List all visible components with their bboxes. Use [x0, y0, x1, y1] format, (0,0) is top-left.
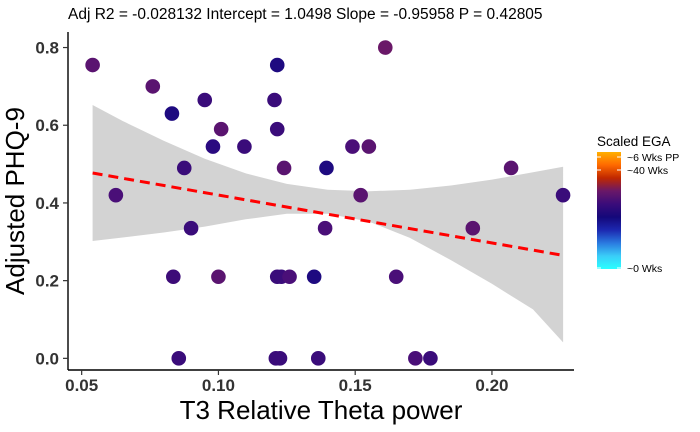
data-point [282, 269, 297, 285]
data-point [108, 187, 124, 203]
x-tick-label: 0.05 [65, 376, 98, 395]
data-point [353, 187, 368, 203]
data-point [166, 269, 181, 285]
legend-colorbar [597, 152, 621, 269]
y-tick-label: 0.4 [35, 194, 59, 213]
data-point [319, 160, 334, 176]
data-point [306, 269, 322, 285]
data-point [276, 160, 292, 176]
data-point [317, 220, 333, 236]
data-point [267, 92, 282, 108]
x-tick-label: 0.10 [202, 376, 235, 395]
legend-title: Scaled EGA [597, 134, 671, 149]
data-point [237, 139, 252, 154]
data-point [183, 220, 199, 236]
legend-label: ~0 Wks [627, 263, 662, 275]
x-axis-ticks: 0.05 0.10 0.15 0.20 [65, 370, 508, 395]
data-point [377, 40, 393, 55]
color-legend: Scaled EGA ~6 Wks PP~40 Wks ~0 Wks [597, 134, 679, 275]
x-tick-label: 0.15 [339, 376, 372, 395]
data-point [345, 139, 360, 154]
data-point [85, 57, 100, 73]
y-axis-ticks: 0.0 0.2 0.4 0.6 0.8 [35, 39, 68, 368]
data-point [408, 351, 423, 366]
legend-label: ~6 Wks PP [627, 152, 679, 164]
data-point [272, 351, 288, 366]
data-point [310, 351, 326, 366]
data-point [555, 187, 571, 203]
data-point [503, 160, 519, 176]
data-point [269, 57, 285, 73]
data-point [213, 121, 229, 137]
data-point [388, 269, 404, 285]
chart-title: Adj R2 = -0.028132 Intercept = 1.0498 Sl… [68, 6, 543, 23]
confidence-band [92, 105, 564, 343]
y-tick-label: 0.0 [35, 349, 59, 368]
data-point [465, 220, 481, 236]
data-point [205, 139, 221, 154]
data-point [423, 351, 438, 366]
data-point [361, 139, 377, 154]
data-point [197, 92, 213, 108]
data-point [171, 351, 187, 366]
data-point [211, 269, 226, 285]
x-axis-title: T3 Relative Theta power [180, 395, 463, 425]
x-tick-label: 0.20 [475, 376, 508, 395]
data-point [164, 106, 180, 121]
plot-area [85, 40, 571, 366]
y-tick-label: 0.2 [35, 272, 59, 291]
data-point [176, 160, 192, 176]
y-tick-label: 0.8 [35, 39, 59, 58]
data-point [145, 79, 161, 94]
y-axis-title: Adjusted PHQ-9 [0, 107, 30, 295]
y-tick-label: 0.6 [35, 116, 59, 135]
legend-label: ~40 Wks [627, 165, 668, 177]
data-point [269, 121, 285, 137]
